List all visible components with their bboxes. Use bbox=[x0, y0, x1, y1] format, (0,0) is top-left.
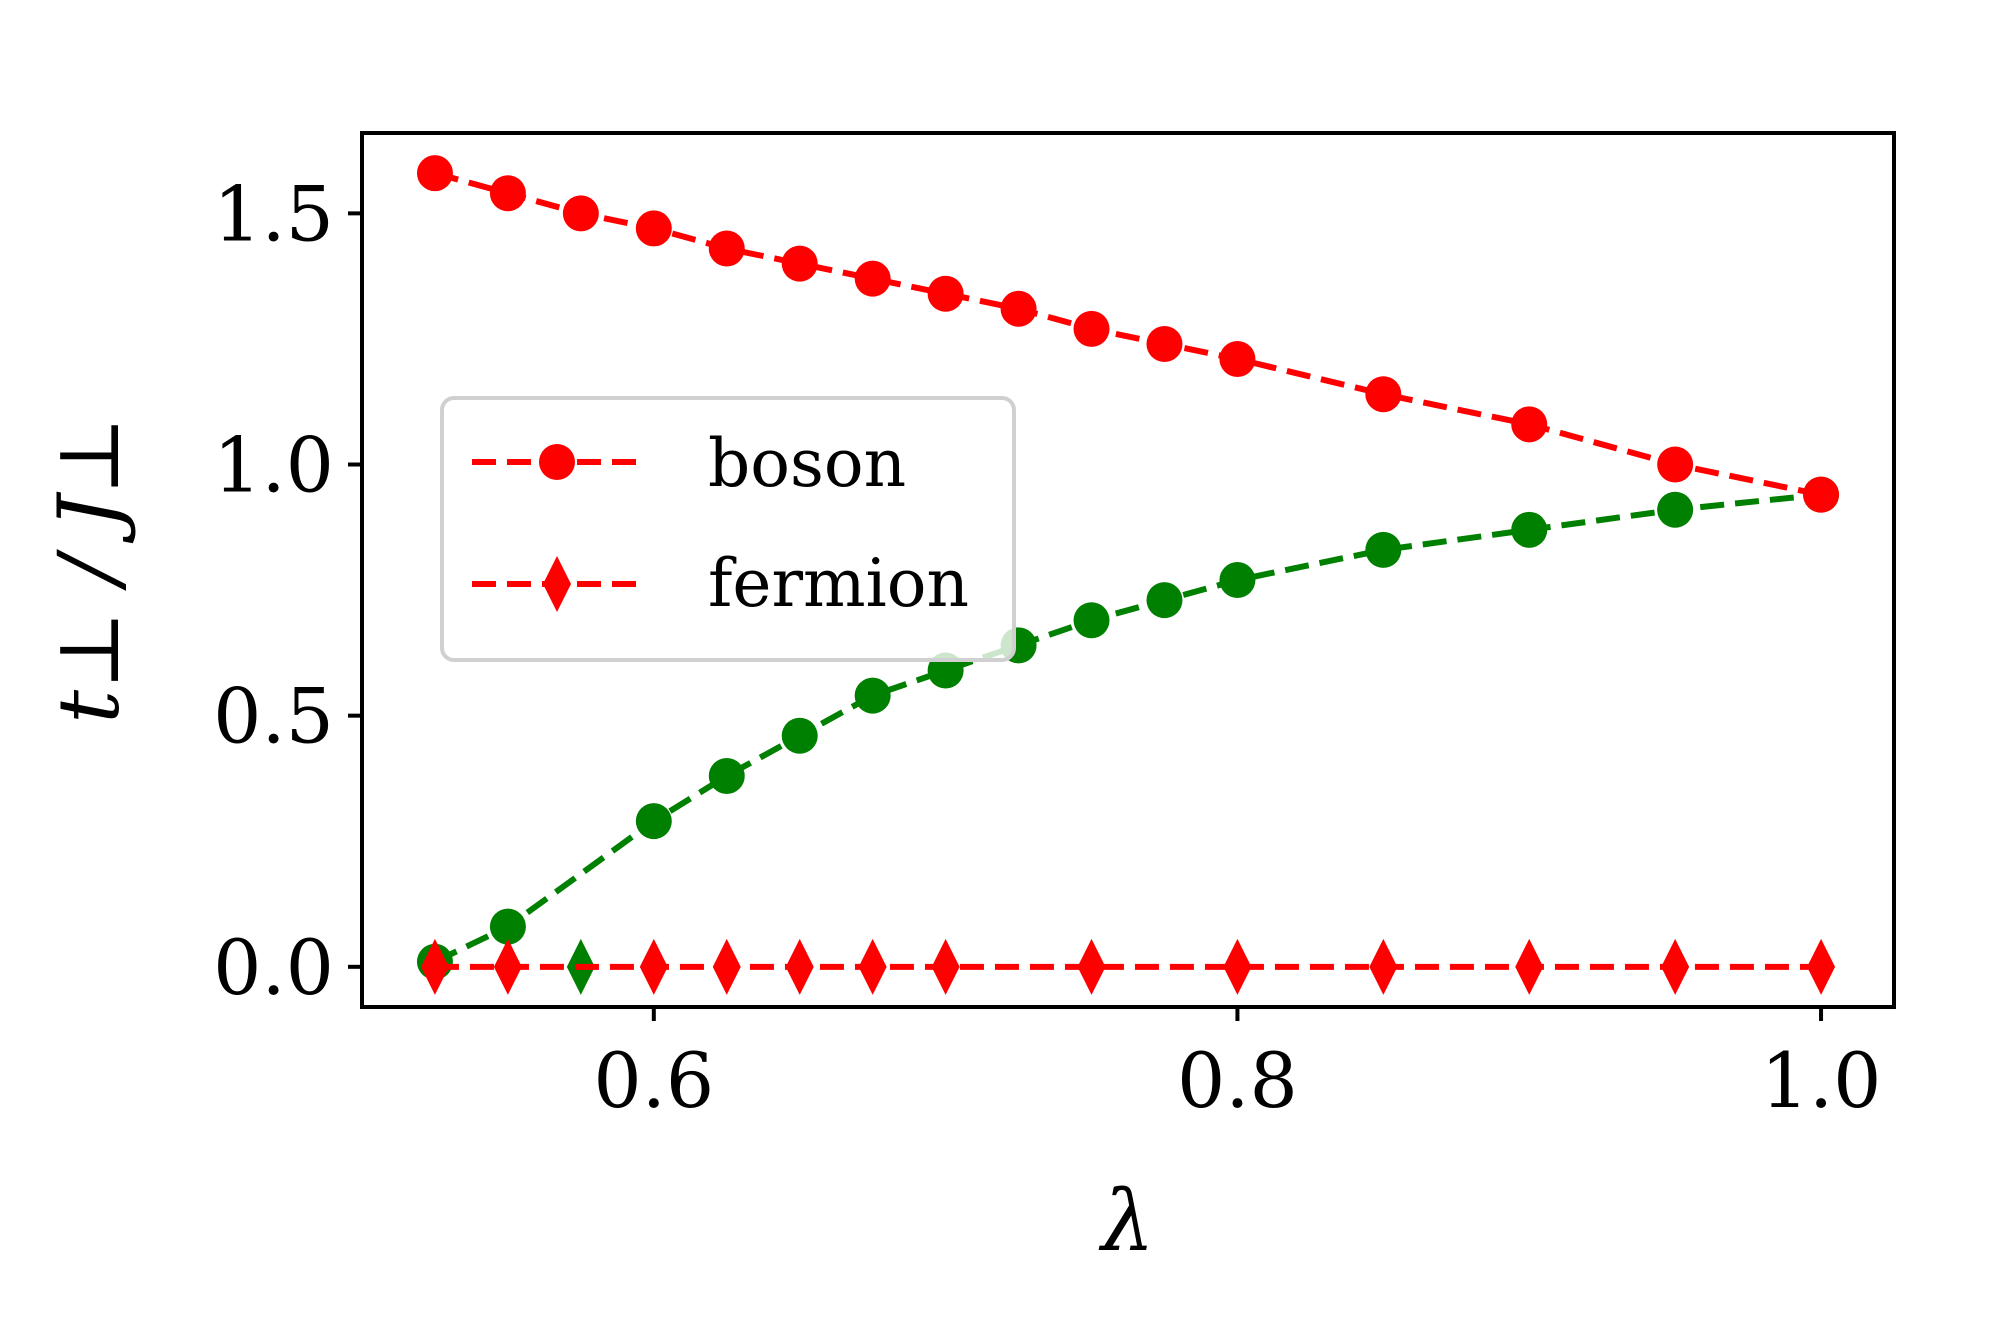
series-3-point-8 bbox=[1223, 938, 1252, 995]
series-0-point-14 bbox=[1657, 446, 1694, 483]
y-tick-label-0: 0.0 bbox=[213, 923, 334, 1012]
x-axis-label: λ bbox=[1098, 1172, 1154, 1270]
series-1-point-13 bbox=[1657, 491, 1694, 528]
series-0-point-4 bbox=[708, 230, 745, 267]
series-3-point-4 bbox=[785, 938, 814, 995]
series-3-point-11 bbox=[1661, 938, 1690, 995]
legend-fermion-label: fermion bbox=[708, 545, 969, 622]
ticks-layer: 0.6 0.8 1.0 0.0 0.5 1.0 1.5 bbox=[213, 169, 1881, 1125]
series-3-point-2 bbox=[639, 938, 668, 995]
series-1-point-10 bbox=[1219, 562, 1256, 599]
series-1-point-2 bbox=[635, 803, 672, 840]
y-axis-label: t⊥ / J⊥ bbox=[40, 416, 138, 723]
legend-boson-marker bbox=[539, 444, 575, 480]
x-tick-label-2: 1.0 bbox=[1761, 1036, 1882, 1125]
series-0-point-11 bbox=[1219, 341, 1256, 378]
series-0-point-6 bbox=[854, 260, 891, 297]
legend: boson fermion bbox=[440, 396, 1016, 662]
series-0-point-5 bbox=[781, 245, 818, 282]
x-tick-label-1: 0.8 bbox=[1177, 1036, 1298, 1125]
series-3-point-7 bbox=[1077, 938, 1106, 995]
series-1-point-3 bbox=[708, 757, 745, 794]
series-0-point-12 bbox=[1365, 376, 1402, 413]
series-3-point-10 bbox=[1515, 938, 1544, 995]
series-3-point-0 bbox=[420, 938, 449, 995]
series-3-point-12 bbox=[1807, 938, 1836, 995]
series-1-point-4 bbox=[781, 717, 818, 754]
series-1-point-5 bbox=[854, 677, 891, 714]
series-1-point-1 bbox=[489, 908, 526, 945]
y-tick-label-3: 1.5 bbox=[213, 169, 334, 258]
legend-fermion-marker bbox=[543, 556, 571, 612]
series-0-point-2 bbox=[562, 195, 599, 232]
series-0-point-0 bbox=[416, 155, 453, 192]
series-3-point-6 bbox=[931, 938, 960, 995]
series-1-point-8 bbox=[1073, 602, 1110, 639]
series-0-point-8 bbox=[1000, 290, 1037, 327]
series-0-point-15 bbox=[1803, 476, 1840, 513]
y-tick-label-2: 1.0 bbox=[213, 421, 334, 510]
series-0-point-1 bbox=[489, 175, 526, 212]
plot-frame bbox=[360, 131, 1896, 1009]
x-tick-label-0: 0.6 bbox=[593, 1036, 714, 1125]
series-3-point-5 bbox=[858, 938, 887, 995]
series-3-point-1 bbox=[493, 938, 522, 995]
y-tick-label-1: 0.5 bbox=[213, 672, 334, 761]
series-0-point-9 bbox=[1073, 310, 1110, 347]
series-1-point-12 bbox=[1511, 511, 1548, 548]
series-0-point-10 bbox=[1146, 325, 1183, 362]
series-1-point-11 bbox=[1365, 531, 1402, 568]
series-0-point-7 bbox=[927, 275, 964, 312]
series-3-point-3 bbox=[712, 938, 741, 995]
series-0-point-13 bbox=[1511, 406, 1548, 443]
series-0-point-3 bbox=[635, 210, 672, 247]
series-0-line bbox=[434, 170, 1822, 498]
series-1-point-9 bbox=[1146, 582, 1183, 619]
legend-boson-label: boson bbox=[708, 425, 906, 502]
series-3-point-9 bbox=[1369, 938, 1398, 995]
